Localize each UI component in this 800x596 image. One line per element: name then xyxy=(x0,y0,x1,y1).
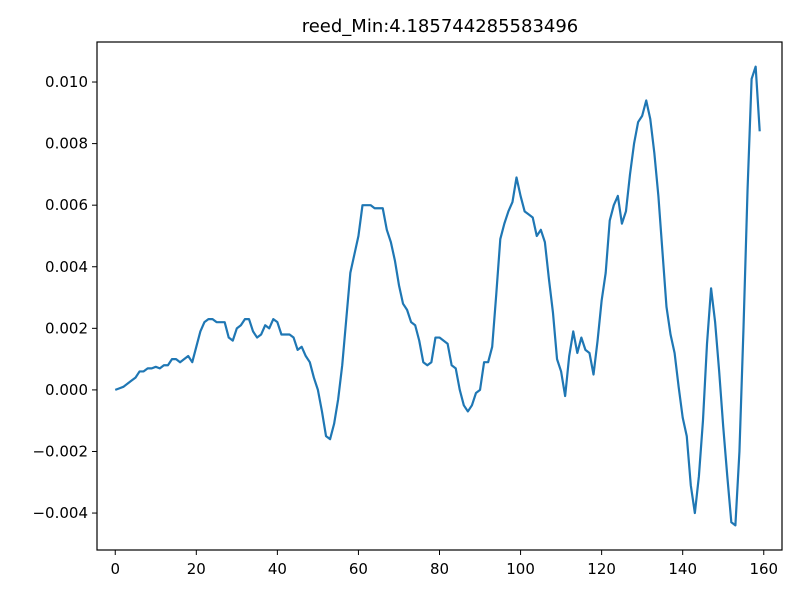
x-tick-label: 0 xyxy=(110,560,120,578)
x-axis: 0 20 40 60 80 100 120 140 160 xyxy=(110,550,778,578)
y-tick-label: 0.002 xyxy=(45,319,88,337)
x-tick-label: 140 xyxy=(668,560,697,578)
plot-area xyxy=(114,65,761,527)
x-tick-label: 60 xyxy=(349,560,368,578)
y-tick-label: −0.004 xyxy=(32,504,88,522)
y-tick-label: 0.008 xyxy=(45,135,88,153)
y-axis: −0.004 −0.002 0.000 0.002 0.004 0.006 0.008 0.0… xyxy=(32,73,97,522)
series-line-0 xyxy=(114,65,761,527)
y-tick-label: 0.004 xyxy=(45,258,88,276)
y-tick-label: 0.006 xyxy=(45,196,88,214)
y-tick-label: 0.010 xyxy=(45,73,88,91)
x-tick-label: 20 xyxy=(187,560,206,578)
x-tick-label: 160 xyxy=(749,560,778,578)
x-tick-label: 100 xyxy=(506,560,535,578)
x-tick-label: 80 xyxy=(430,560,449,578)
y-tick-label: 0.000 xyxy=(45,381,88,399)
chart-title: reed_Min:4.185744285583496 xyxy=(302,16,579,37)
x-tick-label: 120 xyxy=(587,560,616,578)
y-tick-label: −0.002 xyxy=(32,442,88,460)
x-tick-label: 40 xyxy=(268,560,287,578)
